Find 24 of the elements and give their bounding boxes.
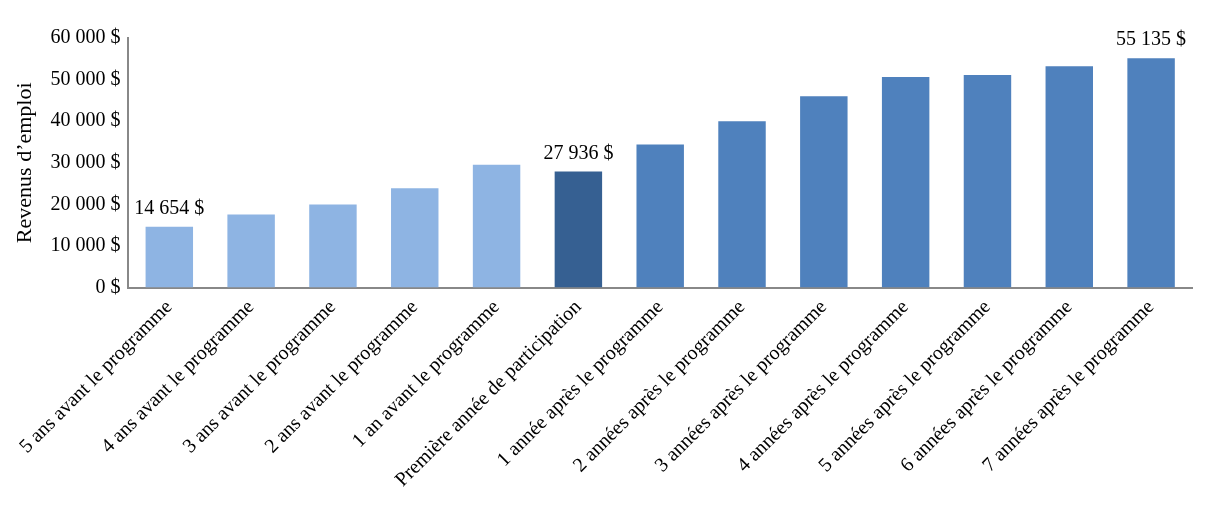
y-tick-label: 40 000 $ (50, 108, 121, 131)
bar (881, 77, 930, 288)
data-label: 55 135 $ (1116, 27, 1187, 50)
bar (963, 75, 1012, 288)
bar (636, 144, 684, 288)
bar (391, 188, 439, 288)
y-tick-label: 0 $ (95, 274, 121, 297)
bar (227, 214, 275, 288)
data-label: 27 936 $ (543, 140, 614, 163)
bar (718, 121, 766, 288)
y-tick-label: 20 000 $ (50, 191, 121, 214)
bar (1045, 66, 1093, 288)
bar (800, 96, 848, 288)
bar (1127, 58, 1175, 288)
bar (554, 171, 603, 288)
bar (309, 204, 357, 288)
y-axis-title: Revenus d’emploi (10, 82, 36, 244)
bar (145, 226, 194, 288)
y-tick-label: 60 000 $ (50, 25, 121, 48)
y-tick-label: 10 000 $ (50, 233, 121, 256)
y-tick-label: 30 000 $ (50, 150, 121, 173)
bar (472, 164, 521, 288)
data-label: 14 654 $ (134, 195, 205, 218)
y-tick-label: 50 000 $ (50, 66, 121, 89)
